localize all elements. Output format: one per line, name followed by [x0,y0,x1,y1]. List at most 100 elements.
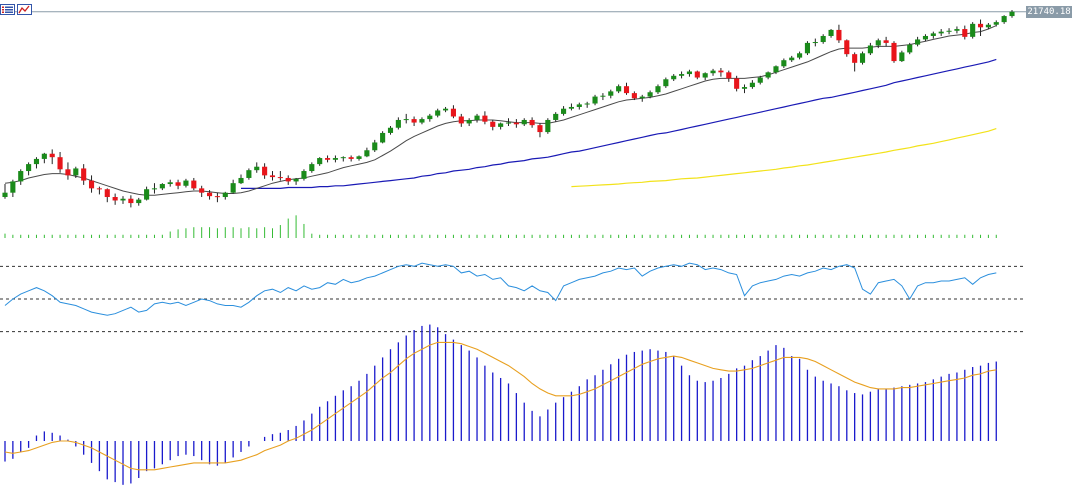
candle-body [387,127,394,133]
candle-body [230,183,236,193]
candle-body [757,77,763,83]
candle-body [498,123,504,127]
sma-mid-line [241,58,997,189]
candle-body [647,92,653,97]
candle-body [356,156,362,159]
candle-body [1001,16,1007,23]
candle-body [372,142,378,151]
candle-body [623,86,630,94]
candle-body [88,180,95,189]
candle-body [191,180,197,189]
candle-body [427,115,433,120]
candle-body [883,40,889,43]
candle-body [781,60,787,67]
candle-body [474,115,480,120]
candle-body [977,23,984,28]
candle-body [222,192,228,198]
candle-body [293,178,299,182]
candle-body [765,72,771,78]
candle-body [938,31,944,34]
candle-body [962,29,968,37]
candle-body [183,180,189,186]
candle-body [875,40,881,46]
candle-body [553,113,559,120]
candle-body [269,175,276,178]
candle-body [694,71,700,78]
candle-body [65,169,71,176]
candle-body [616,86,622,92]
candle-body [584,103,590,105]
candle-body [828,29,834,36]
candle-body [734,78,740,89]
candle-body [537,125,543,133]
candle-body [403,119,409,121]
candle-body [324,158,331,160]
candle-body [985,24,991,28]
sma-slow-line [571,128,997,188]
candle-body [867,45,873,54]
candle-body [450,108,456,117]
candle-body [482,115,488,122]
candle-body [741,87,748,89]
candle-body [600,95,606,97]
candle-body [238,177,244,184]
candle-body [104,189,110,198]
candle-body [671,75,677,80]
indicator-settings-icon[interactable] [17,2,32,15]
candle-body [458,116,464,124]
candle-body [749,82,755,88]
candle-body [836,29,842,41]
candle-body [513,122,519,125]
candle-body [702,73,708,78]
candle-body [466,119,472,124]
candle-body [655,86,661,93]
candle-body [907,44,913,53]
candle-body [852,54,858,63]
candle-body [380,132,386,143]
candle-body [789,57,795,61]
candle-body [922,35,929,40]
candle-body [608,91,614,96]
candle-body [915,39,921,45]
candle-body [167,182,173,185]
candle-body [631,93,637,99]
candle-body [663,79,669,87]
candle-body [309,164,315,172]
candle-body [521,119,527,125]
candle-body [568,106,574,109]
candle-body [411,119,417,123]
candle-body [246,170,252,178]
candle-body [128,198,134,204]
candle-body [820,35,826,43]
candle-body [859,53,866,63]
candle-body [199,188,205,193]
candle-body [136,199,142,204]
list-view-icon[interactable] [0,2,15,15]
candle-body [332,158,338,160]
candle-body [96,188,102,190]
candle-body [151,188,158,190]
candle-body [505,122,512,124]
candle-body [773,66,779,73]
candle-body [946,30,952,32]
candle-body [41,153,47,159]
candle-body [592,96,598,104]
candle-body [18,171,24,182]
candle-body [529,119,535,126]
candle-body [2,192,8,198]
candle-body [686,71,693,75]
candle-body [639,96,645,99]
candle-body [443,108,449,111]
candle-body [57,157,63,170]
candle-body [285,177,291,182]
candle-body [33,158,40,165]
candle-body [395,119,401,128]
candle-body [120,198,126,201]
candle-body [317,158,323,165]
candle-body [490,121,496,127]
candle-body [545,119,551,133]
macd-signal-line [4,341,997,471]
candle-body [262,166,268,176]
candle-body [364,150,370,157]
